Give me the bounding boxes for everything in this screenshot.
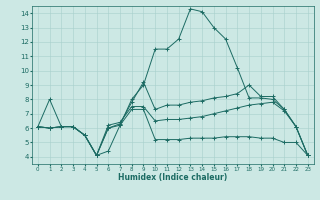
X-axis label: Humidex (Indice chaleur): Humidex (Indice chaleur) [118,173,228,182]
